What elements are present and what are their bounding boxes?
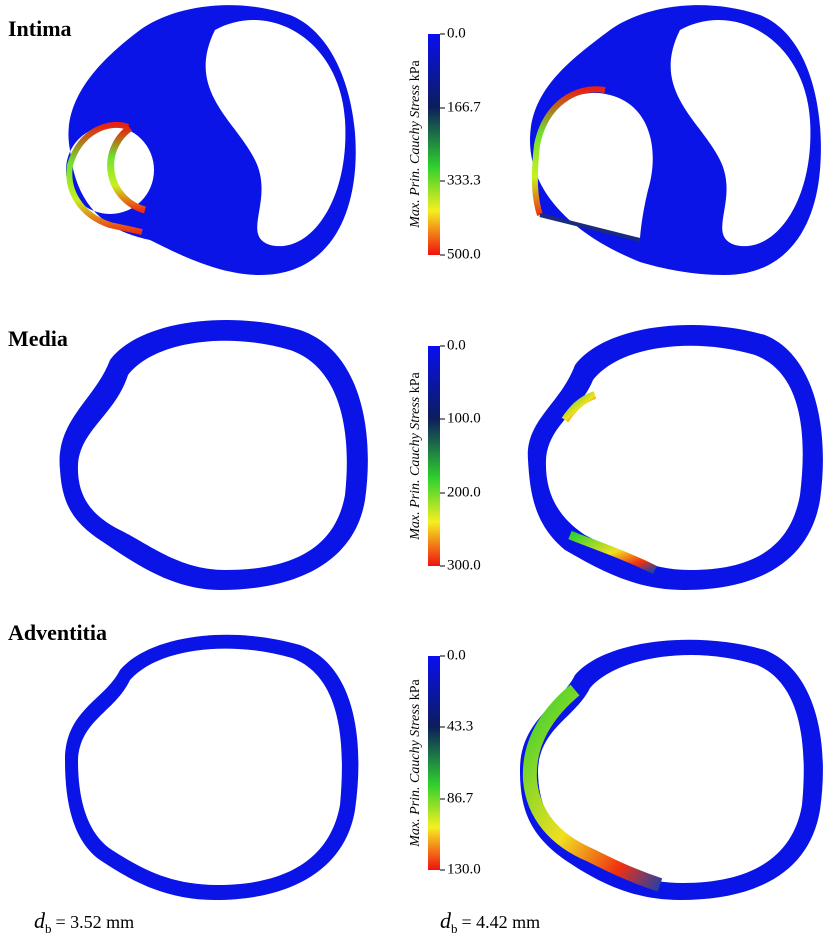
tick-label: 130.0 bbox=[447, 861, 481, 877]
tick-label: 166.7 bbox=[447, 99, 481, 115]
colorbar-title: Max. Prin. Cauchy Stress kPa bbox=[408, 371, 423, 540]
tick-label: 0.0 bbox=[447, 337, 466, 353]
colorbar: 0.0 166.7 333.3 500.0 Max. Prin. Cauchy … bbox=[408, 25, 481, 262]
colorbar-title: Max. Prin. Cauchy Stress kPa bbox=[408, 678, 423, 847]
tick-label: 300.0 bbox=[447, 557, 481, 573]
tick-label: 500.0 bbox=[447, 246, 481, 262]
intima-left bbox=[66, 5, 356, 275]
row-label: Intima bbox=[8, 16, 72, 41]
colorbar: 0.0 100.0 200.0 300.0 Max. Prin. Cauchy … bbox=[408, 337, 481, 573]
colorbar-title: Max. Prin. Cauchy Stress kPa bbox=[408, 59, 423, 228]
adventitia-left bbox=[65, 635, 358, 900]
caption: db= 4.42 mm bbox=[440, 908, 540, 936]
media-right bbox=[528, 325, 823, 590]
tick-label: 0.0 bbox=[447, 25, 466, 41]
media-left bbox=[60, 320, 368, 590]
intima-right bbox=[530, 5, 821, 275]
tick-label: 200.0 bbox=[447, 484, 481, 500]
colorbar: 0.0 43.3 86.7 130.0 Max. Prin. Cauchy St… bbox=[408, 647, 481, 877]
tick-label: 0.0 bbox=[447, 647, 466, 663]
tick-label: 86.7 bbox=[447, 790, 474, 806]
figure: Intima Media Adventitia 0.0 166.7 333.3 … bbox=[0, 0, 824, 944]
tick-label: 43.3 bbox=[447, 718, 473, 734]
row-label: Adventitia bbox=[8, 620, 107, 645]
tick-label: 333.3 bbox=[447, 172, 481, 188]
adventitia-right bbox=[520, 640, 823, 900]
caption: db= 3.52 mm bbox=[34, 908, 134, 936]
row-label: Media bbox=[8, 326, 68, 351]
tick-label: 100.0 bbox=[447, 410, 481, 426]
